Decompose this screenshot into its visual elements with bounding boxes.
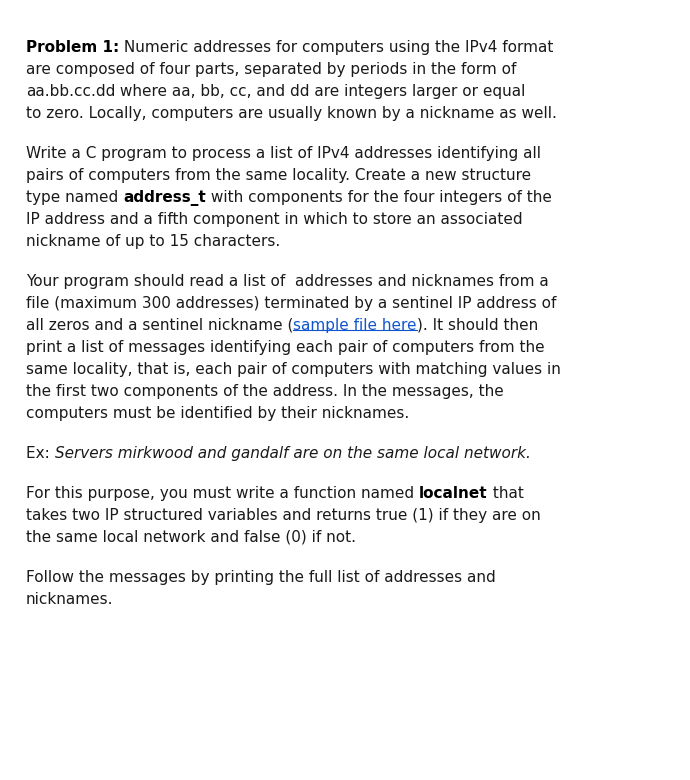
Text: are composed of four parts, separated by periods in the form of: are composed of four parts, separated by… xyxy=(26,62,516,77)
Text: Numeric addresses for computers using the IPv4 format: Numeric addresses for computers using th… xyxy=(119,40,553,55)
Text: IP address and a fifth component in which to store an associated: IP address and a fifth component in whic… xyxy=(26,212,522,227)
Text: pairs of computers from the same locality. Create a new structure: pairs of computers from the same localit… xyxy=(26,168,531,183)
Text: Ex:: Ex: xyxy=(26,446,55,461)
Text: Servers mirkwood and gandalf are on the same local network.: Servers mirkwood and gandalf are on the … xyxy=(55,446,531,461)
Text: Write a C program to process a list of IPv4 addresses identifying all: Write a C program to process a list of I… xyxy=(26,146,541,161)
Text: the first two components of the address. In the messages, the: the first two components of the address.… xyxy=(26,384,504,399)
Text: nickname of up to 15 characters.: nickname of up to 15 characters. xyxy=(26,234,280,249)
Text: Your program should read a list of  addresses and nicknames from a: Your program should read a list of addre… xyxy=(26,274,549,289)
Text: type named: type named xyxy=(26,190,123,205)
Text: print a list of messages identifying each pair of computers from the: print a list of messages identifying eac… xyxy=(26,340,544,355)
Text: file (maximum 300 addresses) terminated by a sentinel IP address of: file (maximum 300 addresses) terminated … xyxy=(26,296,556,311)
Text: computers must be identified by their nicknames.: computers must be identified by their ni… xyxy=(26,406,409,421)
Text: nicknames.: nicknames. xyxy=(26,592,113,607)
Text: address_t: address_t xyxy=(123,190,206,206)
Text: Problem 1:: Problem 1: xyxy=(26,40,119,55)
Text: to zero. Locally, computers are usually known by a nickname as well.: to zero. Locally, computers are usually … xyxy=(26,106,557,121)
Text: sample file here: sample file here xyxy=(293,318,417,333)
Text: where aa, bb, cc, and dd are integers larger or equal: where aa, bb, cc, and dd are integers la… xyxy=(115,84,526,99)
Text: Follow the messages by printing the full list of addresses and: Follow the messages by printing the full… xyxy=(26,570,495,585)
Text: with components for the four integers of the: with components for the four integers of… xyxy=(206,190,552,205)
Text: For this purpose, you must write a function named: For this purpose, you must write a funct… xyxy=(26,486,419,501)
Text: takes two IP structured variables and returns true (1) if they are on: takes two IP structured variables and re… xyxy=(26,508,541,523)
Text: same locality, that is, each pair of computers with matching values in: same locality, that is, each pair of com… xyxy=(26,362,561,377)
Text: all zeros and a sentinel nickname (: all zeros and a sentinel nickname ( xyxy=(26,318,293,333)
Text: ). It should then: ). It should then xyxy=(417,318,538,333)
Text: localnet: localnet xyxy=(419,486,488,501)
Text: aa.bb.cc.dd: aa.bb.cc.dd xyxy=(26,84,115,99)
Text: the same local network and false (0) if not.: the same local network and false (0) if … xyxy=(26,530,356,545)
Text: that: that xyxy=(488,486,524,501)
